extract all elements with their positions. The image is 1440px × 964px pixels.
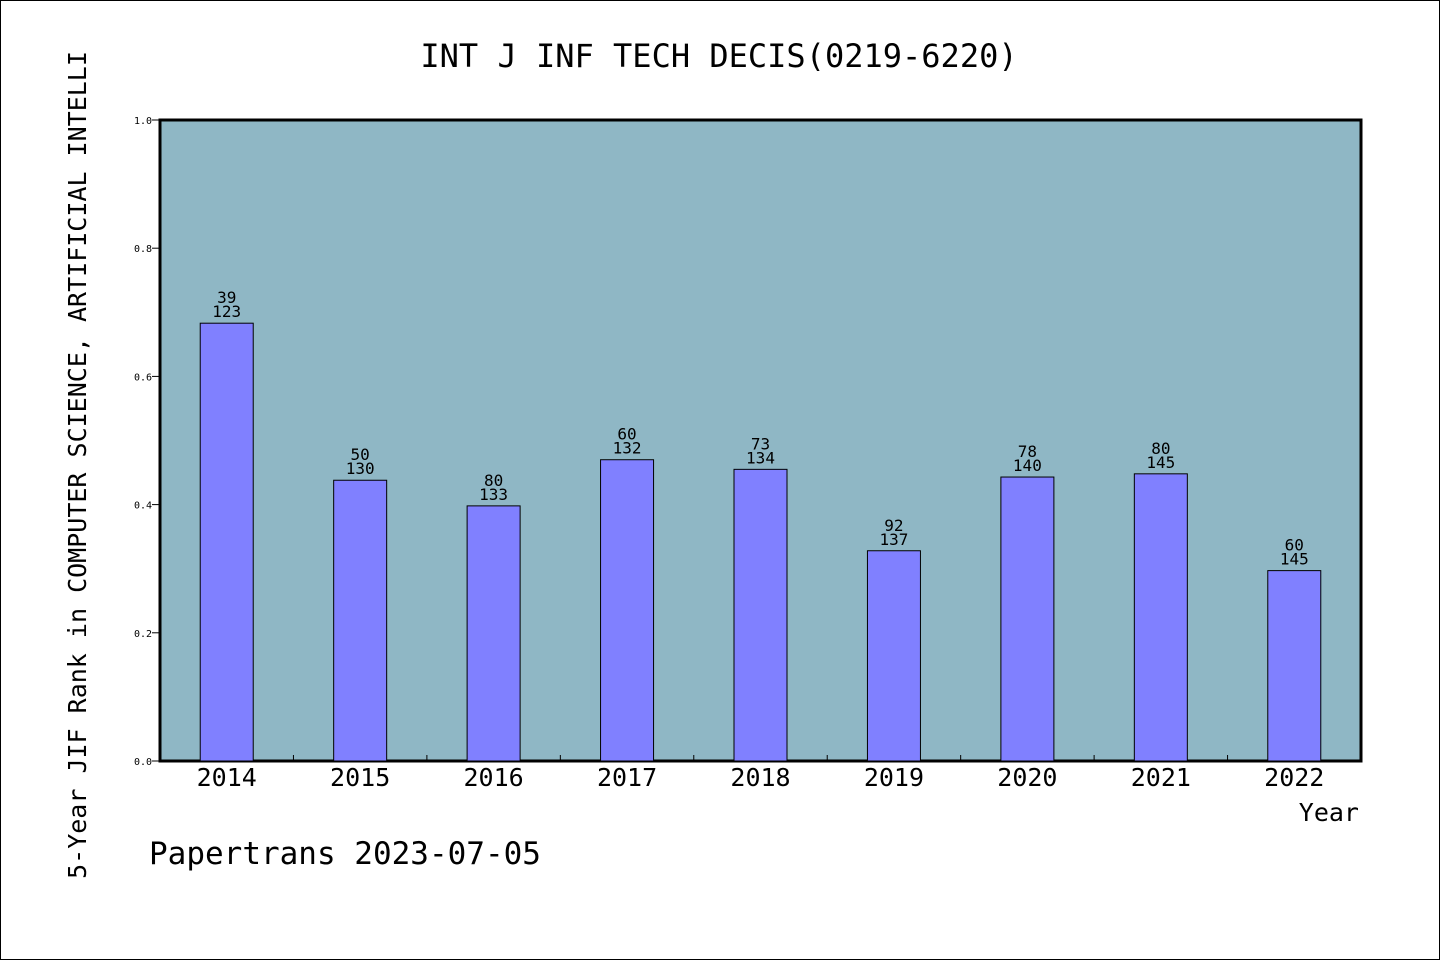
bar-rank-label: 60 [1285, 536, 1304, 555]
bar-total-label: 137 [879, 530, 908, 549]
bar-total-label: 123 [212, 302, 241, 321]
x-tick-label: 2014 [197, 763, 257, 792]
bar-2020 [1000, 476, 1055, 762]
x-tick-label: 2022 [1264, 763, 1324, 792]
bar-2017 [600, 459, 655, 762]
y-axis-label: 5-Year JIF Rank in COMPUTER SCIENCE, ART… [63, 51, 92, 879]
bar-2019 [866, 550, 921, 762]
bar-total-label: 140 [1013, 456, 1042, 475]
bar-total-label: 132 [613, 439, 642, 458]
bar-rank-label: 80 [1151, 439, 1170, 458]
bar-2021 [1133, 473, 1188, 762]
bar-total-label: 133 [479, 485, 508, 504]
y-axis-ticks: 0.0 0.2 0.4 0.6 0.8 1.0 [134, 116, 160, 768]
bar-total-label: 145 [1146, 453, 1175, 472]
x-tick-label: 2021 [1131, 763, 1191, 792]
y-tick-label: 0.0 [134, 757, 152, 768]
x-axis-label: Year [1299, 798, 1359, 827]
y-tick-label: 0.2 [134, 629, 152, 640]
bar-2014 [199, 322, 254, 762]
bar-rank-label: 78 [1018, 442, 1037, 461]
y-tick-label: 0.6 [134, 372, 152, 383]
bar-rank-label: 50 [351, 445, 370, 464]
bar-2022 [1267, 570, 1322, 762]
x-tick-label: 2020 [997, 763, 1057, 792]
bar-2015 [333, 479, 388, 762]
x-tick-label: 2017 [597, 763, 657, 792]
y-tick-label: 0.4 [134, 501, 152, 512]
x-tick-label: 2019 [864, 763, 924, 792]
x-axis-ticks: 2014 2015 2016 2017 2018 2019 2020 2021 2022 [197, 755, 1324, 792]
bar-rank-label: 92 [884, 516, 903, 535]
bar-2016 [466, 505, 521, 762]
bar-total-label: 145 [1280, 550, 1309, 569]
x-tick-label: 2018 [730, 763, 790, 792]
bar-rank-label: 80 [484, 471, 503, 490]
bar-total-label: 130 [346, 459, 375, 478]
bar-rank-label: 60 [617, 425, 636, 444]
x-tick-label: 2015 [330, 763, 390, 792]
chart-title: INT J INF TECH DECIS(0219-6220) [420, 37, 1017, 75]
y-tick-label: 1.0 [134, 116, 152, 127]
bar-2018 [733, 468, 788, 762]
footer-text: Papertrans 2023-07-05 [149, 836, 541, 872]
bar-total-label: 134 [746, 448, 775, 467]
y-tick-label: 0.8 [134, 244, 152, 255]
bar-rank-label: 73 [751, 434, 770, 453]
bar-rank-label: 39 [217, 288, 236, 307]
x-tick-label: 2016 [464, 763, 524, 792]
